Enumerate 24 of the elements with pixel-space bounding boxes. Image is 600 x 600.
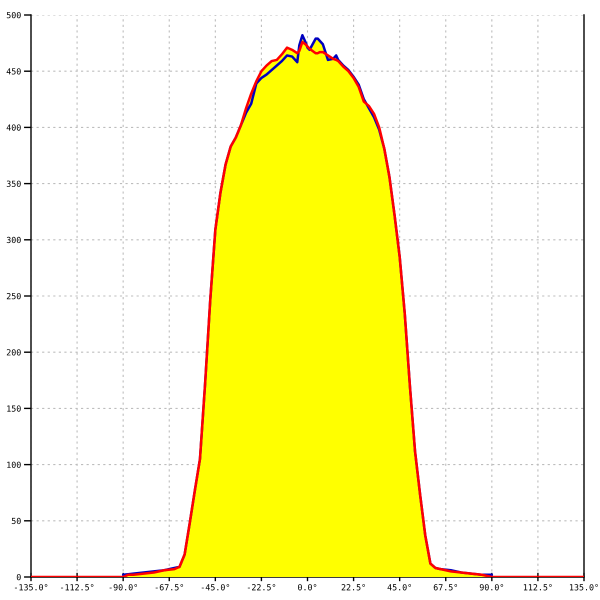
x-tick-label: -135.0° — [14, 584, 48, 590]
y-tick-label: 100 — [7, 462, 21, 468]
x-tick-label: -67.5° — [156, 584, 184, 590]
y-tick-label: 250 — [6, 293, 21, 300]
x-tick-label: 90.0° — [480, 584, 504, 590]
y-tick-label: 0 — [16, 574, 21, 580]
y-tick-label: 350 — [6, 180, 21, 187]
y-tick-label: 300 — [6, 236, 21, 244]
x-tick-label: 22.5° — [342, 584, 365, 590]
x-tick-label: 45.0° — [388, 584, 411, 590]
x-tick-label: 67.5° — [434, 584, 458, 590]
y-tick-label: 200 — [6, 349, 21, 356]
y-tick-label: 450 — [6, 68, 21, 75]
x-tick-label: 0.0° — [298, 584, 316, 590]
y-tick-label: 150 — [7, 405, 21, 412]
y-tick-label: 500 — [6, 12, 21, 18]
x-tick-label: -90.0° — [110, 584, 137, 590]
x-tick-label: -112.5° — [60, 584, 94, 590]
y-tick-label: 400 — [6, 124, 21, 131]
x-tick-label: -45.0° — [202, 584, 230, 590]
x-tick-label: 112.5° — [524, 584, 552, 590]
y-tick-label: 50 — [12, 518, 21, 524]
x-tick-label: -22.5° — [248, 584, 276, 590]
x-tick-label: 135.0° — [570, 584, 598, 590]
